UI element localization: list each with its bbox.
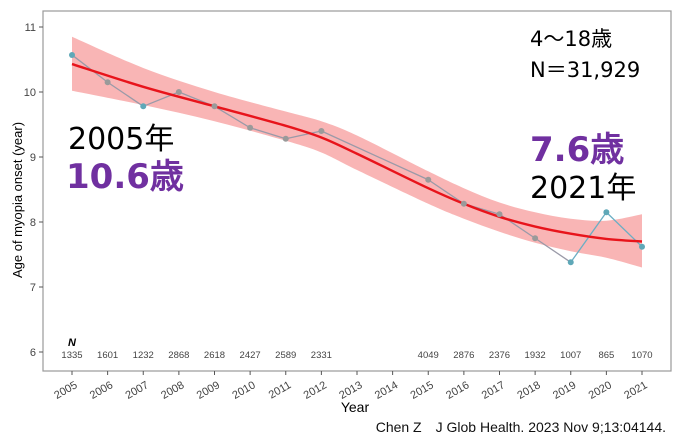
observed-line-segment: [285, 130, 322, 140]
x-tick-label: 2009: [195, 379, 222, 402]
data-point-2010: [247, 124, 254, 131]
sample-size-2016: 2876: [453, 350, 474, 361]
observed-line-segment: [249, 127, 286, 140]
sample-size-2017: 2376: [489, 350, 510, 361]
x-tick-label: 2017: [480, 379, 507, 402]
end-year-annotation: 2021年: [530, 171, 637, 206]
x-tick-label: 2010: [230, 379, 257, 402]
sample-size-2006: 1601: [97, 350, 118, 361]
data-point-2009: [211, 103, 218, 110]
sample-size-2018: 1932: [525, 350, 546, 361]
y-axis-label: Age of myopia onset (year): [10, 122, 25, 278]
x-tick-label: 2015: [409, 379, 436, 402]
sample-size-2005: 1335: [61, 350, 82, 361]
x-axis-label: Year: [341, 399, 370, 415]
start-year-annotation: 2005年: [68, 122, 175, 157]
data-point-2006: [104, 79, 111, 86]
x-tick-label: 2011: [267, 379, 293, 401]
data-point-2008: [175, 89, 182, 95]
sample-size-2012: 2331: [311, 350, 332, 361]
sample-size-2020: 865: [598, 350, 614, 361]
data-point-2015: [425, 176, 432, 183]
data-point-2005: [69, 51, 75, 58]
x-tick-label: 2005: [52, 379, 79, 402]
observed-line-segment: [427, 179, 465, 205]
y-tick-label: 7: [30, 282, 36, 294]
end-age-annotation: 7.6歳: [530, 130, 625, 170]
total-n-label: N＝31,929: [530, 58, 641, 82]
data-point-2017: [496, 211, 503, 218]
x-tick-label: 2020: [587, 379, 614, 402]
sample-size-2010: 2427: [240, 350, 261, 361]
y-tick-label: 11: [25, 22, 36, 34]
y-tick-label: 8: [30, 217, 36, 229]
age-range-label: 4〜18歳: [530, 27, 613, 51]
confidence-band: [72, 36, 642, 268]
sample-size-2021: 1070: [631, 350, 652, 361]
sample-size-header: N: [68, 337, 77, 349]
x-tick-label: 2021: [622, 379, 649, 402]
x-tick-label: 2006: [88, 379, 115, 402]
observed-line-segment: [321, 130, 429, 181]
data-point-2020: [603, 209, 610, 216]
y-tick-label: 10: [24, 87, 36, 99]
data-point-2012: [318, 128, 325, 134]
x-tick-label: 2016: [444, 379, 471, 402]
sample-size-2008: 2868: [168, 350, 189, 361]
citation: Chen Z J Glob Health. 2023 Nov 9;13:0414…: [375, 419, 666, 435]
x-tick-label: 2012: [302, 379, 329, 402]
sample-size-2015: 4049: [418, 350, 439, 361]
observed-line-segment: [214, 105, 251, 129]
y-tick-label: 6: [30, 347, 36, 359]
observed-line-segment: [107, 81, 144, 107]
data-point-2021: [639, 243, 645, 250]
sample-size-2007: 1232: [133, 350, 154, 361]
sample-size-2011: 2589: [275, 350, 296, 361]
y-tick-label: 9: [30, 152, 36, 164]
start-age-annotation: 10.6歳: [66, 157, 184, 197]
x-tick-label: 2007: [124, 379, 151, 402]
x-tick-label: 2014: [373, 379, 400, 402]
data-point-2011: [282, 135, 289, 142]
data-point-2018: [532, 235, 539, 242]
sample-size-2019: 1007: [560, 350, 581, 361]
x-tick-label: 2019: [551, 379, 578, 402]
data-point-2019: [567, 259, 574, 266]
data-point-2007: [140, 103, 147, 110]
x-tick-label: 2018: [515, 379, 542, 402]
data-point-2016: [460, 200, 467, 207]
x-tick-label: 2008: [159, 379, 186, 402]
sample-size-2009: 2618: [204, 350, 225, 361]
observed-line-segment: [534, 237, 572, 263]
